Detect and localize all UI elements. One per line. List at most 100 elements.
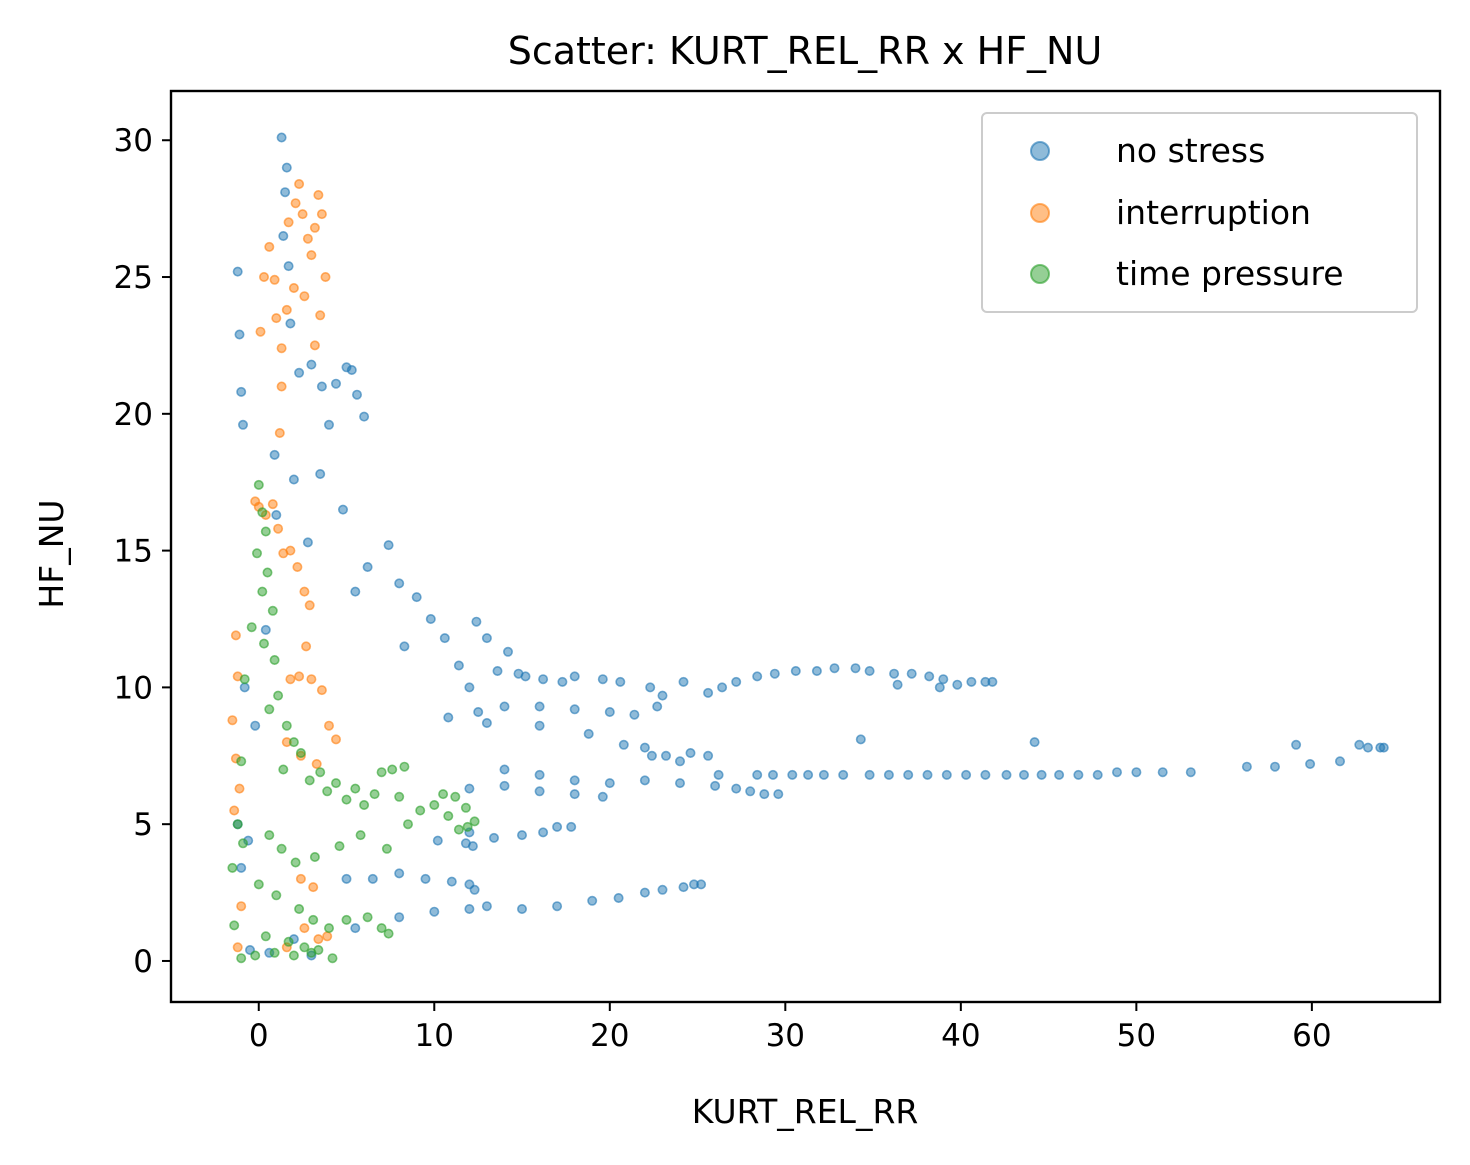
data-point — [276, 843, 287, 854]
data-point — [288, 950, 299, 961]
data-point — [260, 526, 271, 537]
data-point — [464, 903, 475, 914]
data-point — [264, 241, 275, 252]
data-point — [285, 545, 296, 556]
data-point — [731, 676, 742, 687]
data-point — [464, 682, 475, 693]
data-point — [471, 616, 482, 627]
data-point — [323, 720, 334, 731]
data-point — [234, 783, 245, 794]
data-point — [394, 578, 405, 589]
data-point — [306, 359, 317, 370]
data-point — [330, 734, 341, 745]
data-point — [639, 887, 650, 898]
legend-label-interruption: interruption — [1116, 193, 1311, 232]
data-point — [1363, 742, 1374, 753]
data-point — [425, 613, 436, 624]
data-point — [267, 499, 278, 510]
data-point — [674, 778, 685, 789]
y-tick-label: 20 — [114, 397, 153, 433]
data-point — [615, 676, 626, 687]
data-point — [288, 737, 299, 748]
data-point — [273, 690, 284, 701]
data-point — [411, 592, 422, 603]
data-point — [232, 942, 243, 953]
data-point — [1291, 739, 1302, 750]
data-point — [304, 600, 315, 611]
data-point — [271, 313, 282, 324]
data-point — [264, 830, 275, 841]
data-point — [534, 786, 545, 797]
data-point — [253, 479, 264, 490]
data-point — [323, 923, 334, 934]
data-point — [696, 879, 707, 890]
data-point — [769, 668, 780, 679]
data-point — [309, 222, 320, 233]
data-point — [302, 233, 313, 244]
data-point — [290, 857, 301, 868]
data-point — [313, 190, 324, 201]
data-point — [362, 912, 373, 923]
data-point — [271, 509, 282, 520]
data-point — [236, 756, 247, 767]
data-point — [283, 217, 294, 228]
data-point — [252, 548, 263, 559]
data-point — [838, 769, 849, 780]
data-point — [278, 764, 289, 775]
data-point — [250, 950, 261, 961]
data-point — [818, 769, 829, 780]
y-tick-label: 5 — [133, 807, 153, 843]
data-point — [288, 282, 299, 293]
y-tick-label: 15 — [114, 534, 153, 570]
data-point — [462, 821, 473, 832]
data-point — [288, 474, 299, 485]
data-point — [538, 674, 549, 685]
data-point — [1112, 767, 1123, 778]
data-point — [236, 953, 247, 964]
x-tick-label: 20 — [590, 1018, 629, 1054]
data-point — [432, 835, 443, 846]
data-point — [717, 682, 728, 693]
data-point — [639, 775, 650, 786]
data-point — [499, 780, 510, 791]
data-point — [1335, 756, 1346, 767]
data-point — [516, 830, 527, 841]
data-point — [604, 778, 615, 789]
data-point — [467, 841, 478, 852]
data-point — [469, 816, 480, 827]
data-point — [538, 827, 549, 838]
data-point — [308, 882, 319, 893]
data-point — [350, 923, 361, 934]
data-point — [1270, 761, 1281, 772]
data-point — [1073, 769, 1084, 780]
data-point — [399, 641, 410, 652]
data-point — [773, 789, 784, 800]
data-point — [450, 791, 461, 802]
data-point — [460, 802, 471, 813]
data-point — [236, 862, 247, 873]
data-point — [341, 794, 352, 805]
data-point — [367, 873, 378, 884]
x-tick-label: 50 — [1117, 1018, 1156, 1054]
data-point — [239, 682, 250, 693]
data-point — [629, 709, 640, 720]
data-point — [383, 928, 394, 939]
data-point — [257, 586, 268, 597]
data-point — [346, 364, 357, 375]
data-point — [351, 389, 362, 400]
data-point — [1036, 769, 1047, 780]
data-point — [745, 786, 756, 797]
data-point — [597, 674, 608, 685]
series-2 — [227, 479, 480, 964]
data-point — [420, 873, 431, 884]
data-point — [322, 786, 333, 797]
data-point — [934, 682, 945, 693]
data-point — [257, 507, 268, 518]
data-point — [315, 468, 326, 479]
data-point — [429, 799, 440, 810]
data-point — [678, 882, 689, 893]
data-point — [394, 868, 405, 879]
data-point — [260, 931, 271, 942]
data-point — [1378, 742, 1389, 753]
